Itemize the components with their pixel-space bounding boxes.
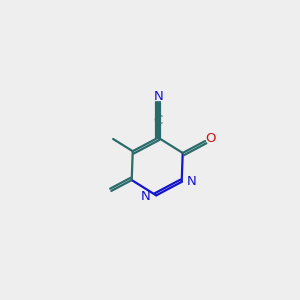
Text: O: O [206, 132, 216, 146]
Text: N: N [186, 175, 196, 188]
Text: N: N [153, 90, 163, 103]
Text: C: C [154, 114, 163, 127]
Text: N: N [141, 190, 150, 203]
